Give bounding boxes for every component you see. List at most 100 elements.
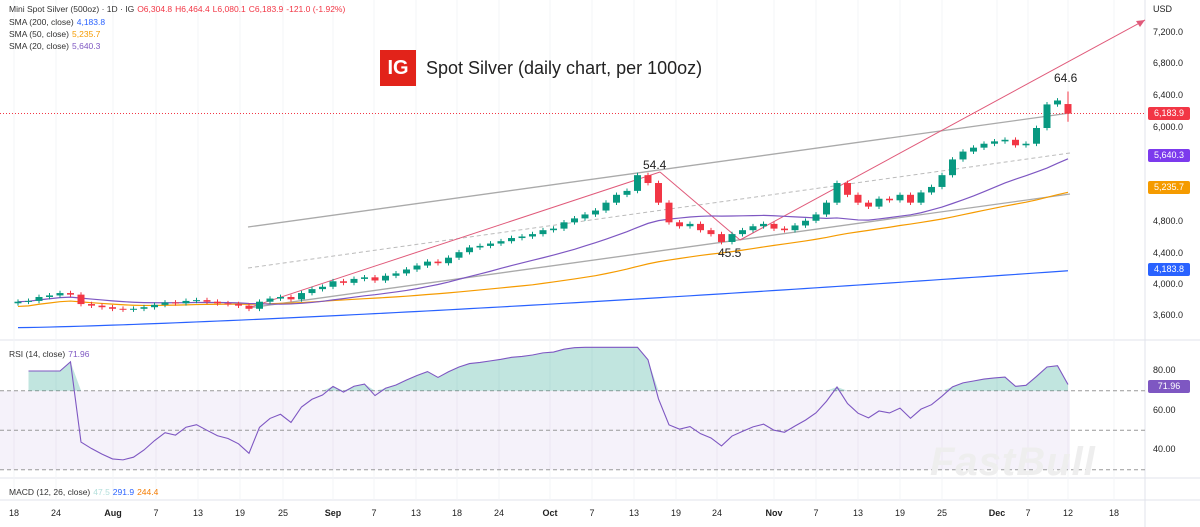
candle-body bbox=[46, 295, 53, 297]
time-tick: 13 bbox=[410, 508, 422, 518]
candle-body bbox=[634, 175, 641, 191]
last-price-tag: 6,183.9 bbox=[1148, 107, 1190, 120]
price-tick: 4,000.0 bbox=[1153, 279, 1184, 289]
sma50-legend[interactable]: SMA (50, close) 5,235.7 bbox=[9, 29, 100, 39]
candle-body bbox=[644, 175, 652, 184]
sma200-legend[interactable]: SMA (200, close) 4,183.8 bbox=[9, 17, 105, 27]
title-text: Spot Silver (daily chart, per 100oz) bbox=[426, 57, 703, 78]
candle-body bbox=[413, 265, 421, 270]
rsi-overbought-fill bbox=[532, 352, 543, 391]
time-tick: 24 bbox=[493, 508, 505, 518]
rsi-overbought-fill bbox=[364, 384, 375, 391]
rsi-tick: 60.00 bbox=[1153, 405, 1176, 415]
candle-body bbox=[403, 269, 410, 274]
rsi-overbought-fill bbox=[963, 380, 974, 391]
candle-body bbox=[865, 202, 872, 207]
candle-body bbox=[655, 183, 662, 203]
low-value: L6,080.1 bbox=[212, 4, 246, 14]
rsi-overbought-fill bbox=[1026, 376, 1037, 391]
candle-body bbox=[245, 305, 253, 309]
candle-body bbox=[497, 241, 505, 244]
candle-body bbox=[991, 141, 998, 144]
time-tick: Aug bbox=[104, 508, 122, 518]
candle-body bbox=[14, 301, 22, 304]
fastbull-watermark: FastBull bbox=[930, 440, 1096, 484]
candle-body bbox=[928, 186, 935, 193]
candle-body bbox=[844, 183, 851, 195]
rsi-overbought-fill bbox=[1015, 385, 1026, 391]
candle-body bbox=[833, 183, 841, 203]
candle-body bbox=[308, 289, 316, 294]
candle-body bbox=[749, 226, 757, 231]
sma50-label: SMA (50, close) bbox=[9, 29, 69, 39]
time-tick: 7 bbox=[813, 508, 819, 518]
candle-body bbox=[686, 223, 694, 227]
currency-label: USD bbox=[1153, 4, 1173, 14]
candle-body bbox=[77, 294, 85, 305]
rsi-overbought-fill bbox=[459, 363, 470, 391]
ig-logo: IG bbox=[380, 50, 416, 86]
candle-body bbox=[665, 202, 673, 223]
time-tick: Nov bbox=[765, 508, 783, 518]
candle-body bbox=[581, 214, 589, 219]
sma200-line bbox=[17, 270, 1069, 329]
sma20-tag: 5,640.3 bbox=[1148, 149, 1190, 162]
macd-label: MACD (12, 26, close) bbox=[9, 487, 91, 497]
trend-line bbox=[739, 19, 1146, 241]
candle-body bbox=[791, 225, 799, 231]
annotation-peak1: 54.4 bbox=[643, 158, 667, 172]
candle-body bbox=[350, 278, 358, 283]
rsi-tick: 80.00 bbox=[1153, 365, 1176, 375]
candle-body bbox=[970, 147, 977, 152]
candle-body bbox=[203, 300, 211, 302]
rsi-legend[interactable]: RSI (14, close) 71.96 bbox=[9, 349, 90, 359]
candle-body bbox=[424, 261, 431, 266]
symbol-name[interactable]: Mini Spot Silver (500oz) · 1D · IG bbox=[9, 4, 135, 14]
macd-legend[interactable]: MACD (12, 26, close) 47.5 291.9 244.4 bbox=[9, 487, 158, 497]
time-tick: 7 bbox=[1025, 508, 1031, 518]
candle-body bbox=[823, 202, 830, 215]
rsi-overbought-fill bbox=[501, 357, 512, 391]
price-tick: 7,200.0 bbox=[1153, 27, 1184, 37]
candle-body bbox=[1012, 139, 1019, 146]
rsi-overbought-fill bbox=[49, 371, 60, 391]
candle-body bbox=[718, 234, 725, 242]
time-tick: Oct bbox=[542, 508, 558, 518]
rsi-tick: 40.00 bbox=[1153, 444, 1176, 454]
candle-body bbox=[613, 194, 620, 203]
rsi-overbought-fill bbox=[543, 352, 554, 391]
channel-mid bbox=[247, 152, 1071, 269]
sma20-line bbox=[17, 158, 1069, 305]
price-tick: 4,400.0 bbox=[1153, 248, 1184, 258]
rsi-overbought-fill bbox=[994, 377, 1005, 391]
candle-body bbox=[739, 230, 746, 235]
candle-body bbox=[109, 307, 116, 309]
rsi-overbought-fill bbox=[564, 347, 575, 391]
rsi-overbought-fill bbox=[585, 347, 596, 391]
annotation-peak2: 64.6 bbox=[1054, 71, 1078, 85]
change-value: -121.0 (-1.92%) bbox=[286, 4, 346, 14]
candle-body bbox=[854, 194, 862, 203]
rsi-overbought-fill bbox=[448, 367, 459, 391]
rsi-line bbox=[28, 346, 1069, 461]
channel-lower bbox=[247, 193, 1071, 309]
candle-body bbox=[466, 247, 473, 253]
annotation-trough: 45.5 bbox=[718, 246, 742, 260]
time-tick: 7 bbox=[371, 508, 377, 518]
chart-title: IG Spot Silver (daily chart, per 100oz) bbox=[380, 50, 702, 86]
time-tick: 18 bbox=[1108, 508, 1120, 518]
candle-body bbox=[886, 198, 893, 201]
time-tick: 12 bbox=[1062, 508, 1074, 518]
candle-body bbox=[193, 300, 200, 302]
macd-histogram-value: 47.5 bbox=[93, 487, 110, 497]
candle-body bbox=[602, 202, 610, 211]
sma50-value: 5,235.7 bbox=[72, 29, 101, 39]
sma20-legend[interactable]: SMA (20, close) 5,640.3 bbox=[9, 41, 100, 51]
candle-body bbox=[697, 223, 704, 231]
candle-body bbox=[1043, 104, 1051, 128]
candle-body bbox=[119, 308, 127, 310]
candle-body bbox=[434, 261, 442, 264]
open-value: O6,304.8 bbox=[137, 4, 173, 14]
rsi-overbought-fill bbox=[511, 356, 522, 391]
